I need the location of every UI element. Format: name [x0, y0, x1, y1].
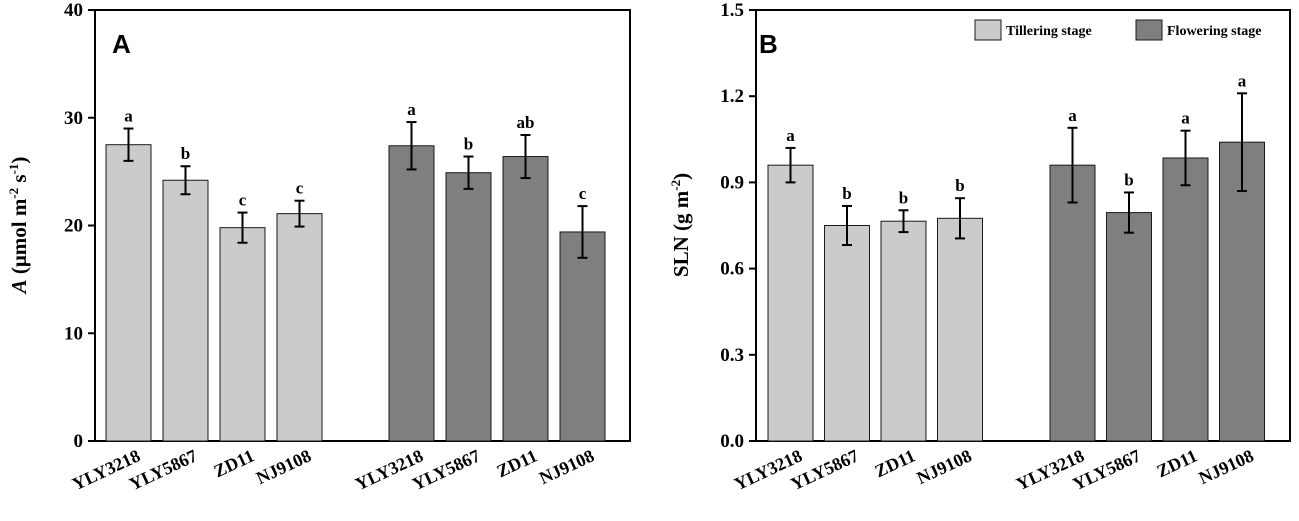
significance-letter: c: [239, 191, 247, 210]
significance-letter: b: [1124, 170, 1133, 189]
y-axis-label-part: (μmol m: [7, 198, 31, 279]
bar: [1106, 212, 1152, 442]
x-tick-label: ZD11: [211, 445, 258, 481]
y-tick-label: 40: [64, 0, 83, 21]
y-axis-label-part: ): [669, 173, 693, 180]
legend-label: Flowering stage: [1167, 24, 1261, 39]
x-tick-label: NJ9108: [1196, 445, 1257, 488]
y-tick-label: 0: [74, 431, 84, 452]
significance-letter: b: [899, 188, 908, 207]
significance-letter: a: [1238, 71, 1247, 90]
y-tick-label: 10: [64, 323, 83, 344]
bar: [388, 145, 435, 442]
bar: [559, 231, 606, 442]
legend-swatch: [1135, 19, 1163, 41]
plot-frame: [755, 9, 1291, 442]
y-axis-label-part: -2: [6, 188, 21, 199]
y-tick-label: 0.3: [720, 345, 744, 366]
bar: [937, 217, 983, 442]
significance-letter: c: [579, 184, 587, 203]
significance-letter: a: [407, 100, 416, 119]
bar: [162, 179, 209, 442]
significance-letter: b: [955, 176, 964, 195]
panel-label: B: [759, 29, 778, 59]
legend-swatch: [974, 19, 1002, 41]
bar: [767, 164, 814, 442]
significance-letter: a: [1068, 106, 1077, 125]
y-tick-label: 0.0: [720, 431, 744, 452]
y-tick-label: 0.9: [720, 172, 744, 193]
bar: [1049, 164, 1096, 442]
significance-letter: a: [786, 126, 795, 145]
significance-letter: ab: [517, 113, 535, 132]
bar: [276, 213, 323, 442]
significance-letter: a: [1181, 109, 1190, 128]
bar: [445, 172, 492, 442]
y-axis-label: SLN (g m-2): [668, 173, 693, 277]
y-axis-label-part: -1: [6, 164, 21, 175]
y-axis-label-part: -2: [668, 180, 683, 191]
y-tick-label: 20: [64, 216, 83, 237]
legend-label: Tillering stage: [1006, 24, 1092, 39]
y-tick-label: 1.5: [720, 0, 744, 21]
legend: Tillering stage Flowering stage: [974, 19, 1261, 41]
y-axis-label-part: ): [7, 157, 31, 164]
panel-label: A: [112, 29, 131, 59]
y-axis-label-part: SLN (g m: [669, 190, 693, 277]
x-tick-label: NJ9108: [914, 445, 975, 488]
x-tick-label: NJ9108: [536, 445, 597, 488]
x-tick-label: ZD11: [494, 445, 541, 481]
x-tick-label: NJ9108: [253, 445, 314, 488]
significance-letter: b: [464, 135, 473, 154]
x-tick-label: ZD11: [872, 445, 919, 481]
bar: [824, 225, 870, 442]
significance-letter: b: [181, 144, 190, 163]
bar: [502, 156, 549, 442]
y-axis-label: A (μmol m-2 s-1): [6, 157, 31, 296]
y-tick-label: 1.2: [720, 86, 744, 107]
bar: [105, 144, 152, 442]
bar: [1162, 157, 1209, 442]
y-axis-label-part: s: [7, 174, 31, 187]
significance-letter: a: [124, 107, 133, 126]
bar: [219, 227, 266, 442]
bar: [880, 220, 927, 442]
y-axis-label-part: A: [7, 279, 31, 295]
significance-letter: c: [296, 179, 304, 198]
significance-letter: b: [842, 184, 851, 203]
y-tick-label: 0.6: [720, 259, 744, 280]
y-tick-label: 30: [64, 108, 83, 129]
x-tick-label: ZD11: [1154, 445, 1201, 481]
